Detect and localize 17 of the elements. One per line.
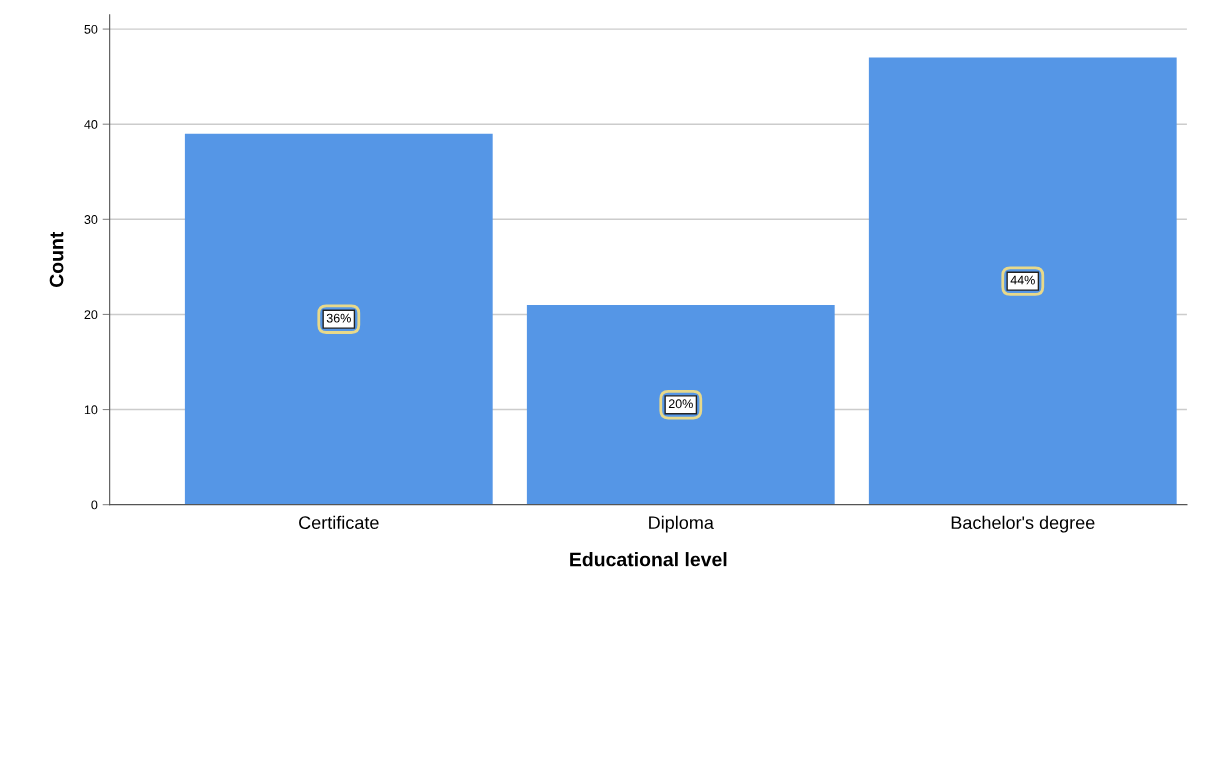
annotation: 44%	[1010, 275, 1035, 285]
x-axis-title: Educational level	[570, 552, 727, 567]
annotation: 20%	[668, 399, 693, 409]
annotation: 36%	[326, 313, 351, 323]
y-tick-label: 50	[84, 24, 98, 34]
x-tick-label: Diploma	[649, 515, 714, 533]
bar	[526, 304, 835, 505]
y-axis-title: Count	[49, 231, 64, 288]
y-tick-label: 40	[84, 120, 98, 129]
y-tick-label: 20	[84, 310, 98, 320]
y-tick-label: 0	[91, 500, 98, 510]
x-tick-label: Bachelor's degree	[951, 515, 1095, 533]
y-tick-label: 30	[84, 215, 98, 224]
y-tick-label: 10	[84, 405, 98, 415]
x-tick-label: Certificate	[299, 515, 379, 530]
bar	[184, 133, 493, 505]
bar	[868, 57, 1177, 505]
